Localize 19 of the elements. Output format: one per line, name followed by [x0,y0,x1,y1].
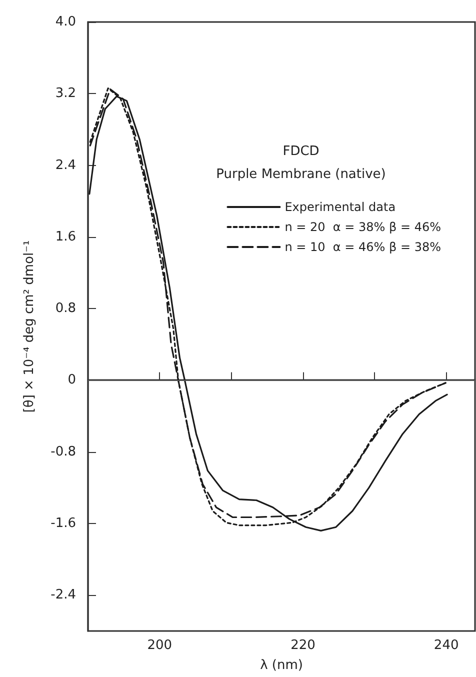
x-axis-title: λ (nm) [260,658,303,673]
y-tick-label: 3.2 [55,86,76,102]
y-tick-label: -1.6 [50,516,76,532]
text: Purple Membrane (native) [216,167,386,182]
x-tick-label: 200 [147,638,172,653]
text: FDCD [282,144,320,159]
y-tick-label: 0.8 [55,301,76,316]
x-tick-label: 240 [434,638,459,653]
y-tick-label: -0.8 [50,444,76,460]
y-tick-label: 0 [68,372,76,388]
y-tick-label: 1.6 [55,229,76,244]
legend-label: Experimental data [284,200,396,214]
legend-label: n = 20 α = 38% β = 46% [284,220,441,234]
y-tick-label: 2.4 [55,158,76,173]
y-tick-label: 4.0 [55,14,76,30]
y-tick-label: -2.4 [50,588,76,603]
legend-label: n = 10 α = 46% β = 38% [284,240,441,254]
x-tick-label: 220 [290,638,316,653]
y-axis-title: [θ] × 10⁻⁴ deg cm² dmol⁻¹ [22,240,37,413]
